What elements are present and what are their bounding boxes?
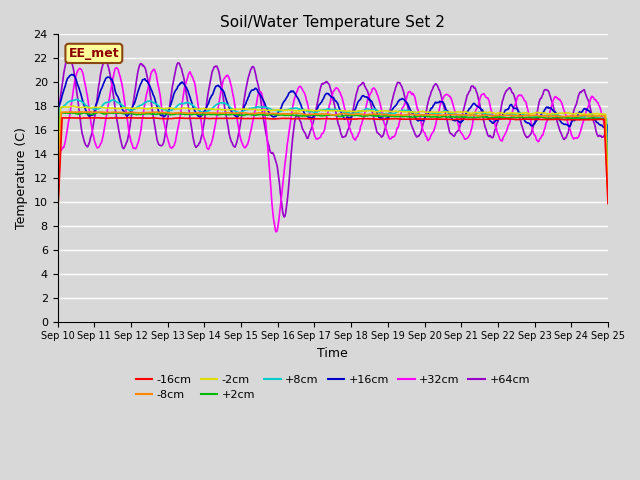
-2cm [63, 104, 71, 110]
+8cm [401, 108, 408, 113]
+16cm [401, 97, 408, 103]
+8cm [417, 112, 424, 118]
+32cm [113, 65, 120, 71]
-8cm [54, 214, 61, 220]
X-axis label: Time: Time [317, 347, 348, 360]
-2cm [401, 109, 408, 115]
-8cm [77, 109, 85, 115]
-16cm [124, 115, 132, 120]
+64cm [121, 144, 129, 149]
-8cm [417, 112, 424, 118]
-16cm [604, 201, 612, 206]
+2cm [604, 192, 612, 197]
Y-axis label: Temperature (C): Temperature (C) [15, 127, 28, 228]
+32cm [417, 117, 424, 122]
+64cm [54, 216, 61, 222]
+8cm [54, 212, 61, 217]
Line: +64cm: +64cm [58, 59, 608, 219]
+64cm [604, 169, 612, 175]
-16cm [54, 217, 61, 223]
+16cm [68, 72, 76, 77]
Text: EE_met: EE_met [68, 47, 119, 60]
Line: -2cm: -2cm [58, 106, 608, 215]
Legend: -16cm, -8cm, -2cm, +2cm, +8cm, +16cm, +32cm, +64cm: -16cm, -8cm, -2cm, +2cm, +8cm, +16cm, +3… [131, 370, 534, 405]
+2cm [63, 110, 71, 116]
Line: +8cm: +8cm [58, 99, 608, 215]
-16cm [401, 116, 408, 122]
+64cm [401, 93, 408, 98]
-8cm [604, 195, 612, 201]
+2cm [417, 113, 424, 119]
-2cm [206, 106, 214, 112]
+8cm [63, 99, 71, 105]
+2cm [95, 109, 102, 115]
+2cm [121, 111, 129, 117]
+2cm [401, 114, 408, 120]
-2cm [417, 109, 424, 115]
+64cm [65, 56, 72, 61]
+32cm [54, 229, 61, 235]
-16cm [417, 116, 424, 122]
+8cm [177, 101, 184, 107]
Line: -8cm: -8cm [58, 112, 608, 217]
-16cm [63, 115, 71, 121]
-2cm [604, 189, 612, 195]
Line: +32cm: +32cm [58, 68, 608, 232]
+2cm [177, 111, 184, 117]
+32cm [206, 143, 214, 148]
+16cm [206, 96, 214, 102]
+16cm [417, 117, 424, 122]
+2cm [54, 214, 61, 220]
+32cm [63, 125, 71, 131]
-8cm [177, 109, 184, 115]
Title: Soil/Water Temperature Set 2: Soil/Water Temperature Set 2 [220, 15, 445, 30]
-16cm [177, 115, 184, 121]
+2cm [206, 111, 214, 117]
+64cm [417, 131, 424, 137]
+32cm [121, 101, 129, 107]
+8cm [121, 104, 129, 110]
-2cm [177, 106, 184, 111]
+32cm [401, 102, 408, 108]
+64cm [177, 65, 184, 71]
-16cm [120, 115, 128, 121]
-16cm [206, 116, 214, 121]
+8cm [206, 107, 214, 113]
-8cm [121, 109, 129, 115]
-2cm [70, 103, 77, 109]
Line: -16cm: -16cm [58, 118, 608, 220]
-2cm [54, 212, 61, 217]
+32cm [177, 109, 184, 115]
Line: +2cm: +2cm [58, 112, 608, 217]
-8cm [206, 110, 214, 116]
+16cm [63, 75, 71, 81]
+16cm [121, 110, 129, 116]
-8cm [401, 112, 408, 118]
+64cm [206, 81, 214, 86]
+16cm [177, 81, 184, 86]
+8cm [72, 96, 80, 102]
+8cm [604, 183, 612, 189]
+16cm [54, 151, 61, 156]
-2cm [121, 105, 129, 111]
+16cm [604, 151, 612, 156]
Line: +16cm: +16cm [58, 74, 608, 154]
+64cm [63, 56, 71, 62]
+32cm [604, 179, 612, 184]
-8cm [63, 109, 71, 115]
